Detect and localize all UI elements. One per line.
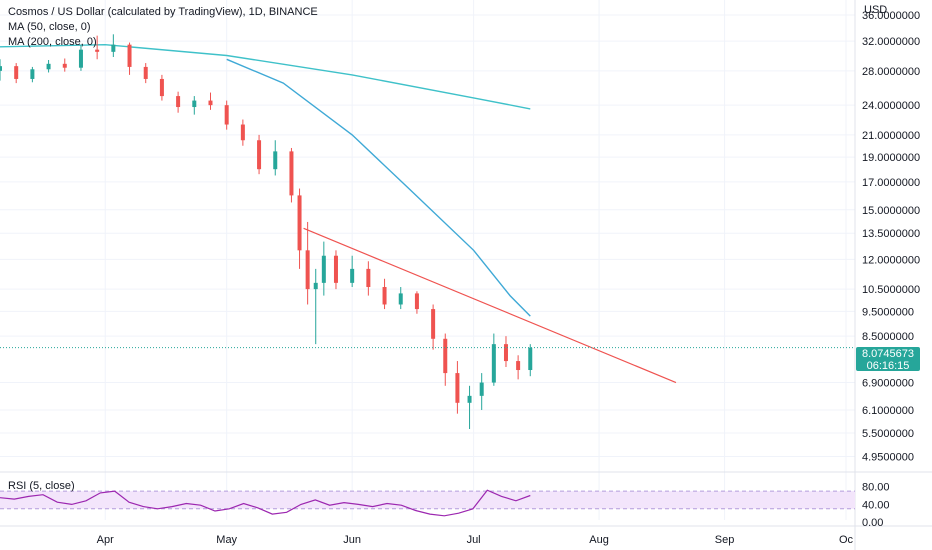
price-tick-label: 24.0000000 — [862, 100, 920, 112]
candle-body — [78, 49, 83, 68]
rsi-tick-label: 80.00 — [862, 482, 890, 494]
time-tick-label: Sep — [715, 534, 735, 546]
candle-body — [208, 100, 213, 106]
candle-body — [516, 361, 521, 371]
candles — [0, 34, 533, 430]
candle-body — [0, 66, 2, 71]
price-tick-label: 36.0000000 — [862, 10, 920, 22]
candle-body — [192, 100, 197, 108]
candle-body — [333, 255, 338, 283]
candle-body — [414, 293, 419, 310]
price-tick-label: 8.5000000 — [862, 331, 914, 343]
candle-body — [305, 250, 310, 290]
candle-body — [30, 69, 35, 79]
time-tick-label: Oc — [839, 534, 854, 546]
candle-body — [479, 382, 484, 396]
candle-body — [528, 347, 533, 371]
ma50-line — [226, 58, 531, 317]
price-tick-label: 19.0000000 — [862, 152, 920, 164]
candle-body — [382, 287, 387, 305]
candle-body — [46, 63, 51, 70]
rsi-band-fill — [0, 491, 855, 509]
rsi-path — [0, 489, 531, 517]
candle-body — [14, 66, 19, 79]
countdown-value: 06:16:15 — [866, 360, 910, 372]
candle-body — [431, 309, 436, 339]
price-tick-label: 15.0000000 — [862, 205, 920, 217]
axes: 36.0000000 32.0000000 28.0000000 24.0000000… — [97, 10, 920, 546]
candle-body — [313, 282, 318, 290]
time-tick-label: Jun — [343, 534, 361, 546]
candle-body — [503, 344, 508, 362]
rsi-band — [0, 490, 855, 510]
price-tick-label: 21.0000000 — [862, 130, 920, 142]
candle-body — [491, 344, 496, 383]
currency-label: USD — [864, 4, 888, 16]
time-tick-label: Apr — [97, 534, 114, 546]
price-tick-label: 13.5000000 — [862, 228, 920, 240]
candle-body — [257, 140, 262, 170]
price-tick-label: 10.5000000 — [862, 284, 920, 296]
ma200-legend: MA (200, close, 0) — [8, 36, 97, 48]
last-price-tag: 8.0745673 06:16:15 — [856, 347, 920, 372]
time-tick-label: Jul — [467, 534, 481, 546]
price-tick-label: 4.9500000 — [862, 451, 914, 463]
candle-body — [321, 255, 326, 283]
ma50-legend: MA (50, close, 0) — [8, 21, 91, 33]
rsi-legend: RSI (5, close) — [8, 480, 75, 492]
time-tick-label: Aug — [589, 534, 609, 546]
candle-body — [350, 268, 355, 283]
trendline-line — [303, 227, 677, 384]
candle-body — [443, 338, 448, 374]
price-tick-label: 6.9000000 — [862, 378, 914, 390]
price-tick-label: 28.0000000 — [862, 66, 920, 78]
candle-body — [398, 293, 403, 305]
candle-body — [297, 195, 302, 251]
candle-body — [95, 49, 100, 52]
last-price-value: 8.0745673 — [862, 348, 914, 360]
candle-body — [455, 373, 460, 403]
rsi-tick-label: 0.00 — [862, 517, 883, 529]
candle-body — [273, 151, 278, 170]
price-tick-label: 12.0000000 — [862, 254, 920, 266]
ma200-path — [0, 43, 531, 110]
candle-body — [289, 151, 294, 196]
candle-body — [224, 105, 229, 125]
candle-body — [366, 268, 371, 288]
candle-body — [467, 395, 472, 403]
price-tick-label: 6.1000000 — [862, 405, 914, 417]
candle-body — [143, 66, 148, 79]
price-tick-label: 9.5000000 — [862, 306, 914, 318]
time-tick-label: May — [216, 534, 237, 546]
price-tick-label: 17.0000000 — [862, 177, 920, 189]
rsi-line — [0, 489, 531, 517]
candle-body — [111, 44, 116, 52]
price-tick-label: 5.5000000 — [862, 428, 914, 440]
ma50-path — [226, 58, 531, 317]
candle-body — [240, 124, 245, 141]
chart-title: Cosmos / US Dollar (calculated by Tradin… — [8, 6, 318, 18]
candle-body — [176, 96, 181, 108]
candle-body — [127, 44, 132, 67]
price-tick-label: 32.0000000 — [862, 36, 920, 48]
rsi-tick-label: 40.00 — [862, 499, 890, 511]
candle-body — [62, 63, 67, 68]
ma200-line — [0, 43, 531, 110]
trendline — [303, 227, 677, 384]
candle-body — [159, 78, 164, 97]
